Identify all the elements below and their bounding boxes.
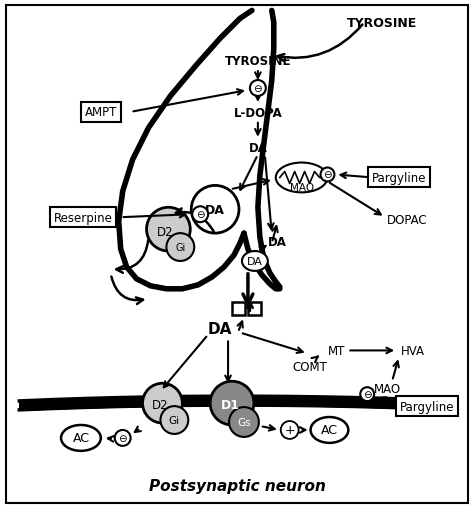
Text: Gi: Gi	[175, 243, 185, 252]
Circle shape	[320, 168, 335, 182]
Text: Gs: Gs	[237, 417, 251, 427]
Ellipse shape	[276, 163, 328, 193]
Circle shape	[146, 208, 190, 251]
Ellipse shape	[61, 425, 101, 451]
Bar	[248, 302, 261, 315]
Text: DA: DA	[247, 257, 263, 266]
Bar	[232, 302, 245, 315]
Text: D1: D1	[220, 398, 239, 411]
FancyArrowPatch shape	[111, 277, 143, 304]
Text: ⊖: ⊖	[363, 389, 372, 400]
Text: HVA: HVA	[401, 344, 425, 357]
Text: Gi: Gi	[169, 415, 180, 425]
Text: DA: DA	[248, 142, 267, 155]
Text: Pargyline: Pargyline	[400, 400, 454, 413]
Text: COMT: COMT	[292, 360, 327, 373]
Text: MAO: MAO	[374, 382, 401, 395]
Polygon shape	[118, 11, 280, 289]
Text: MAO: MAO	[290, 183, 314, 193]
Circle shape	[161, 406, 188, 434]
Text: Pargyline: Pargyline	[372, 172, 426, 185]
Text: DOPAC: DOPAC	[387, 213, 428, 227]
Text: Reserpine: Reserpine	[54, 211, 112, 224]
Circle shape	[360, 387, 374, 401]
Text: ⊖: ⊖	[254, 84, 262, 94]
Text: ⊖: ⊖	[196, 210, 205, 220]
Text: TYROSINE: TYROSINE	[225, 54, 291, 68]
Text: ⊖: ⊖	[323, 170, 332, 180]
Text: DA: DA	[208, 321, 232, 336]
Text: Postsynaptic neuron: Postsynaptic neuron	[148, 478, 326, 493]
Text: D2: D2	[157, 225, 174, 238]
Text: DA: DA	[205, 204, 225, 216]
Ellipse shape	[310, 417, 348, 443]
Text: ⊖: ⊖	[118, 433, 127, 443]
Text: L-DOPA: L-DOPA	[234, 107, 282, 120]
Circle shape	[143, 383, 182, 423]
Text: MT: MT	[328, 344, 345, 357]
Text: D2: D2	[152, 398, 169, 411]
Text: AC: AC	[321, 423, 338, 437]
FancyArrowPatch shape	[116, 240, 148, 273]
Circle shape	[115, 430, 131, 446]
Circle shape	[192, 207, 208, 223]
Circle shape	[281, 421, 299, 439]
Text: +: +	[284, 423, 295, 437]
Text: AMPT: AMPT	[85, 106, 117, 119]
Ellipse shape	[242, 251, 268, 271]
Circle shape	[250, 81, 266, 97]
Text: TYROSINE: TYROSINE	[347, 17, 418, 30]
FancyArrowPatch shape	[176, 209, 214, 232]
Circle shape	[210, 382, 254, 425]
Text: DA: DA	[268, 235, 287, 248]
FancyArrowPatch shape	[277, 25, 363, 62]
Circle shape	[229, 407, 259, 437]
Circle shape	[191, 186, 239, 234]
Text: AC: AC	[73, 432, 90, 444]
Circle shape	[166, 234, 194, 262]
